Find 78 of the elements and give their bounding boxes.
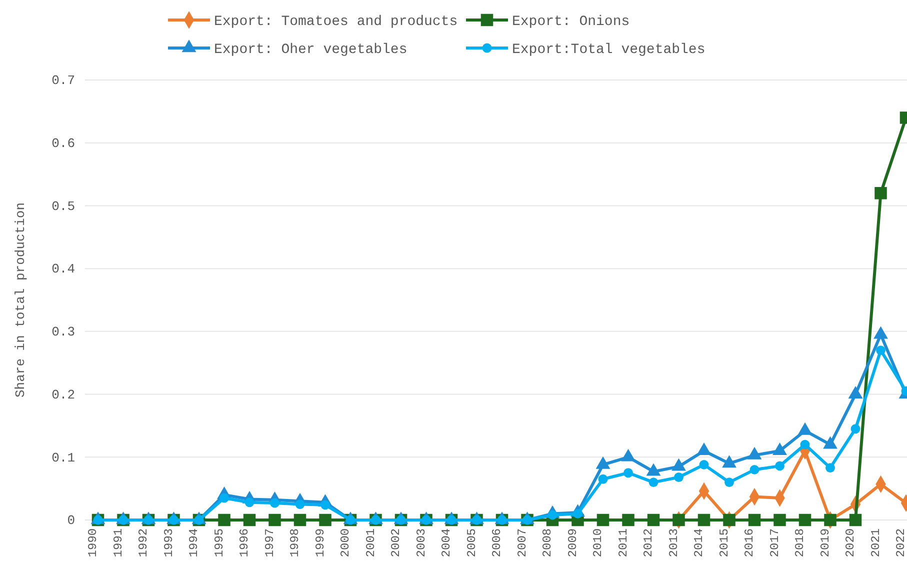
point: [596, 514, 610, 526]
point: [674, 472, 684, 482]
x-tick-label: 2004: [440, 528, 454, 558]
x-tick-label: 2009: [566, 528, 580, 558]
point: [826, 463, 835, 473]
x-tick-label: 1998: [288, 528, 302, 558]
point: [319, 514, 332, 526]
point: [775, 461, 784, 471]
x-tick-label: 2010: [591, 528, 605, 558]
x-tick-label: 2005: [464, 528, 479, 558]
point: [647, 514, 660, 526]
point: [598, 474, 608, 484]
point: [874, 187, 887, 200]
point: [244, 498, 254, 508]
x-tick-label: 2006: [490, 528, 504, 558]
x-tick-label: 2003: [414, 528, 428, 558]
x-tick-label: 2018: [793, 528, 807, 558]
x-tick-label: 2021: [868, 528, 883, 558]
point: [774, 514, 786, 526]
x-tick-label: 2007: [515, 528, 530, 558]
x-tick-label: 1997: [262, 528, 277, 558]
point: [723, 514, 736, 526]
y-tick-label: 0.2: [52, 387, 75, 402]
x-tick-label: 1995: [212, 528, 226, 558]
x-tick-label: 1999: [313, 528, 328, 558]
x-tick-label: 2008: [540, 528, 554, 558]
point: [724, 478, 734, 487]
y-tick-label: 0.3: [52, 324, 75, 340]
y-tick-label: 0.1: [52, 450, 76, 466]
point: [800, 440, 810, 450]
point: [750, 465, 760, 474]
x-tick-label: 1994: [187, 528, 201, 558]
point: [270, 498, 280, 508]
point: [648, 478, 658, 487]
legend-label: Export:Total vegetables: [512, 42, 706, 58]
point: [218, 514, 230, 526]
point: [268, 514, 281, 526]
point: [672, 514, 685, 526]
x-tick-label: 1993: [162, 528, 176, 558]
point: [243, 514, 256, 526]
y-tick-label: 0.4: [52, 262, 76, 277]
x-tick-label: 2022: [894, 528, 907, 558]
x-tick-label: 2000: [338, 528, 352, 558]
point: [876, 346, 886, 355]
point: [699, 460, 709, 470]
y-axis-title: Share in total production: [13, 202, 28, 398]
point: [850, 424, 860, 434]
x-tick-label: 2013: [666, 528, 681, 558]
point: [798, 514, 812, 526]
x-tick-label: 2002: [389, 528, 403, 558]
point: [698, 514, 710, 526]
point: [220, 493, 229, 503]
x-tick-label: 2017: [768, 528, 782, 558]
point: [824, 514, 836, 526]
x-tick-label: 1996: [238, 528, 252, 558]
x-tick-label: 2011: [616, 528, 630, 558]
point: [624, 468, 633, 478]
x-tick-label: 1991: [111, 528, 126, 558]
x-tick-label: 1992: [136, 528, 150, 558]
x-tick-label: 1990: [86, 528, 100, 558]
x-tick-label: 2019: [818, 528, 832, 558]
y-tick-label: 0.6: [52, 136, 75, 152]
x-tick-label: 2020: [844, 528, 858, 558]
x-tick-label: 2012: [642, 528, 656, 558]
y-tick-label: 0.7: [52, 73, 75, 88]
point: [849, 514, 862, 526]
x-tick-label: 2014: [692, 528, 706, 558]
point: [294, 514, 306, 526]
x-tick-label: 2015: [717, 528, 732, 558]
legend-label: Export: Oher vegetables: [214, 42, 408, 58]
y-tick-label: 0.5: [52, 198, 75, 214]
x-tick-label: 2001: [364, 528, 378, 558]
legend-label: Export: Tomatoes and products: [214, 14, 458, 30]
x-tick-label: 2016: [742, 528, 756, 558]
point: [622, 514, 634, 526]
y-tick-label: 0: [67, 513, 75, 528]
legend-label: Export: Onions: [512, 14, 630, 30]
point: [748, 514, 761, 526]
